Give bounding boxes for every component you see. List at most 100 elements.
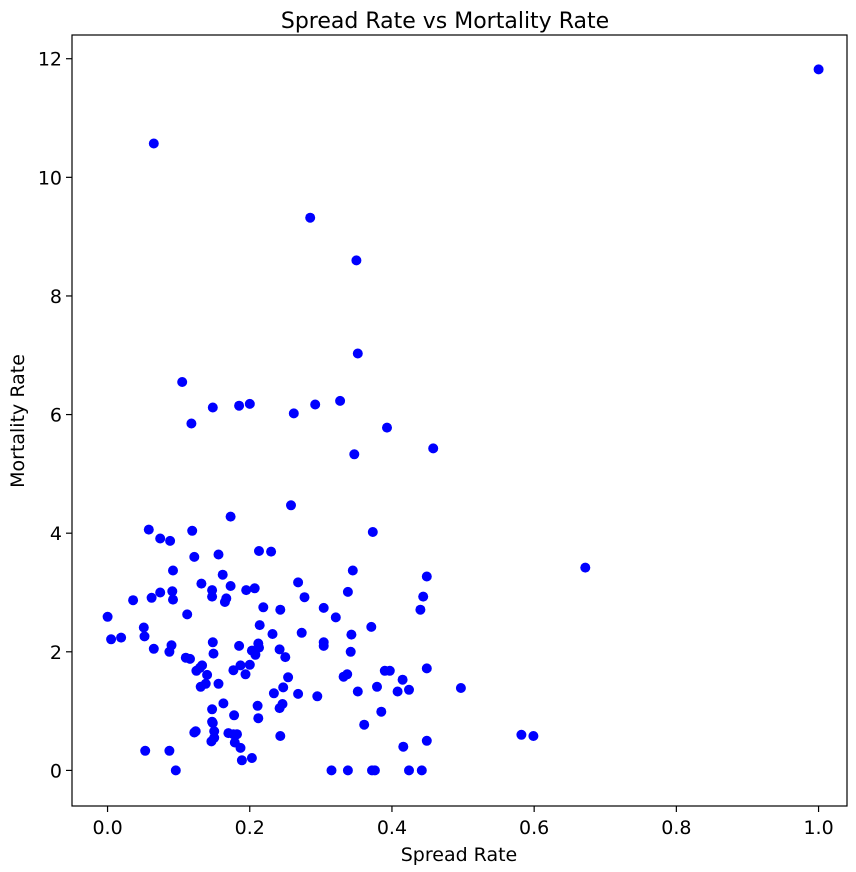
data-point: [189, 551, 200, 562]
data-point: [207, 704, 218, 715]
y-tick-label: 8: [50, 286, 62, 308]
x-tick-label: 1.0: [803, 817, 833, 839]
data-point: [335, 395, 346, 406]
data-point: [372, 681, 382, 692]
data-point: [384, 665, 395, 676]
data-point: [148, 138, 159, 149]
data-point: [234, 640, 245, 651]
data-point: [244, 398, 255, 409]
data-point: [218, 698, 229, 709]
data-point: [190, 726, 201, 737]
data-point: [349, 449, 360, 460]
data-point: [155, 533, 166, 544]
data-point: [428, 443, 439, 454]
data-point: [347, 565, 358, 576]
data-point: [312, 691, 323, 702]
data-point: [277, 699, 288, 709]
data-point: [418, 591, 429, 602]
data-point: [155, 587, 166, 598]
data-point: [166, 640, 177, 651]
data-point: [187, 525, 198, 536]
data-point: [168, 594, 178, 605]
data-point: [352, 686, 363, 697]
data-point: [404, 684, 414, 695]
x-tick-label: 0.2: [235, 817, 265, 839]
data-point: [250, 649, 261, 660]
data-point: [528, 731, 539, 741]
data-point: [326, 765, 337, 776]
data-point: [288, 408, 299, 419]
data-point: [267, 629, 278, 639]
data-point: [139, 631, 150, 642]
x-axis-label: Spread Rate: [401, 844, 518, 866]
x-axis: 0.0 0.2 0.4 0.6 0.8 1.0: [92, 806, 834, 839]
data-point: [352, 348, 363, 359]
data-point: [106, 634, 117, 645]
data-point: [404, 765, 414, 776]
data-point: [305, 212, 316, 223]
data-point: [143, 524, 154, 535]
data-point: [185, 653, 195, 664]
x-tick-label: 0.6: [519, 817, 549, 839]
data-point: [421, 735, 432, 746]
data-point: [516, 729, 527, 740]
data-point: [241, 585, 252, 596]
data-point: [164, 745, 175, 756]
data-point: [128, 595, 139, 606]
data-point: [138, 622, 149, 633]
data-point: [208, 648, 219, 659]
data-point: [455, 683, 466, 693]
data-point: [229, 710, 240, 721]
data-point: [421, 663, 432, 674]
data-point: [254, 620, 265, 631]
data-point: [367, 527, 378, 537]
data-point: [253, 713, 264, 724]
data-point: [416, 765, 427, 776]
data-point: [299, 592, 310, 603]
y-tick-label: 2: [50, 642, 62, 664]
chart-title: Spread Rate vs Mortality Rate: [281, 9, 609, 34]
data-point: [202, 669, 213, 680]
data-point: [318, 640, 329, 651]
data-point: [274, 644, 285, 655]
y-tick-label: 10: [38, 167, 62, 189]
data-point: [246, 753, 257, 763]
data-point: [293, 577, 304, 588]
data-point: [207, 718, 218, 728]
data-point: [330, 612, 341, 623]
data-point: [225, 511, 236, 522]
data-point: [280, 652, 291, 663]
y-axis: 0 2 4 6 8 10 12: [38, 49, 72, 782]
data-point: [186, 418, 197, 429]
data-point: [225, 581, 236, 591]
data-point: [342, 765, 353, 776]
data-point: [369, 765, 380, 776]
data-point: [207, 637, 218, 648]
data-point: [221, 593, 232, 604]
y-tick-label: 6: [50, 405, 62, 427]
data-point: [200, 678, 211, 689]
data-point: [278, 682, 289, 693]
x-tick-label: 0.4: [377, 817, 407, 839]
data-point: [392, 686, 403, 697]
data-point: [146, 592, 157, 603]
data-point: [206, 736, 217, 747]
data-point: [140, 745, 151, 756]
data-point: [342, 586, 353, 597]
data-point: [310, 399, 321, 410]
y-axis-label: Mortality Rate: [7, 354, 29, 488]
data-point: [283, 672, 294, 683]
data-point: [116, 632, 127, 643]
data-point: [196, 578, 207, 589]
data-point: [165, 535, 176, 546]
data-point: [168, 565, 178, 576]
data-point: [236, 755, 247, 766]
data-point: [359, 719, 370, 730]
data-point: [293, 688, 304, 699]
data-point: [366, 621, 377, 632]
data-point: [254, 546, 264, 556]
data-point: [813, 64, 824, 75]
data-point: [148, 643, 159, 654]
data-point: [167, 586, 178, 597]
data-point: [268, 688, 279, 699]
